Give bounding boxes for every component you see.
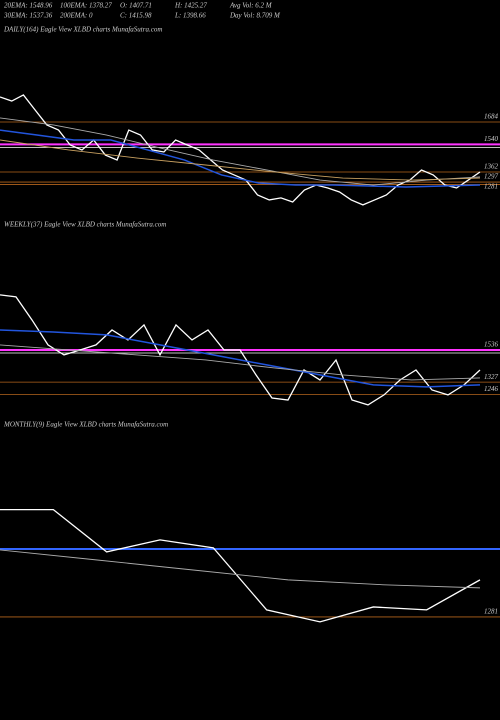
level-label: 1536 xyxy=(484,341,499,349)
series-line xyxy=(0,139,481,181)
header-stat: 200EMA: 0 xyxy=(60,12,93,20)
series-line xyxy=(0,329,481,388)
header-stat: C: 1415.98 xyxy=(120,12,152,20)
header-stat: Avg Vol: 6.2 M xyxy=(229,2,273,10)
header-stat: H: 1425.27 xyxy=(174,2,207,10)
series-line xyxy=(0,549,481,589)
level-label: 1327 xyxy=(484,373,499,381)
series-line xyxy=(0,344,481,381)
series-line xyxy=(0,294,481,406)
panel-title: DAILY(164) Eagle View XLBD charts Munafa… xyxy=(3,26,162,34)
level-label: 1362 xyxy=(484,163,499,171)
header-stat: 100EMA: 1378.27 xyxy=(60,2,112,10)
series-line xyxy=(0,508,481,623)
level-label: 1281 xyxy=(484,608,498,616)
header-stat: L: 1398.66 xyxy=(174,12,206,20)
level-label: 1281 xyxy=(484,183,498,191)
level-label: 1246 xyxy=(484,385,499,393)
header-stat: 30EMA: 1537.36 xyxy=(3,12,53,20)
series-line xyxy=(0,129,481,188)
series-line xyxy=(0,117,481,186)
level-label: 1297 xyxy=(484,173,499,181)
header-stat: Day Vol: 8.709 M xyxy=(229,12,281,20)
series-line xyxy=(0,94,481,206)
panel-title: MONTHLY(9) Eagle View XLBD charts Munafa… xyxy=(3,421,168,429)
level-label: 1684 xyxy=(484,113,499,121)
header-stat: 20EMA: 1548.96 xyxy=(4,2,53,10)
panel-title: WEEKLY(37) Eagle View XLBD charts Munafa… xyxy=(4,221,166,229)
level-label: 1540 xyxy=(484,135,499,143)
header-stat: O: 1407.71 xyxy=(120,2,152,10)
